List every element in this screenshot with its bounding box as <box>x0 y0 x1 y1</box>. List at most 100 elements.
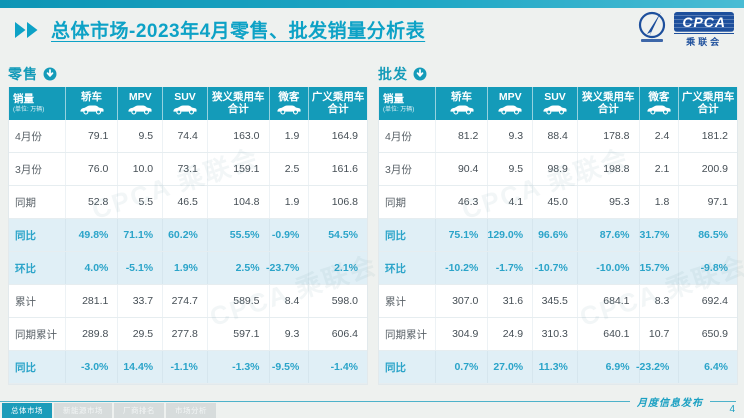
column-header-label: SUV <box>174 90 196 103</box>
cell: 106.8 <box>331 196 358 208</box>
table-row: 同期累计 289.8 29.5 277.8 597.1 9.3 606.4 <box>9 318 367 351</box>
table-header-row: 销量 (单位: 万辆) 轿车 MPV SUV 狭义乘用车 合计 微客 广义乘用车 合计 <box>379 87 737 120</box>
cell: 640.1 <box>578 318 640 350</box>
column-header: 狭义乘用车 合计 <box>578 87 640 120</box>
column-header-label2: 合计 <box>697 102 719 115</box>
column-header-label: 微客 <box>278 90 300 103</box>
cell: 8.3 <box>640 285 680 317</box>
cell: 55.5% <box>208 219 270 251</box>
column-header-label2: 合计 <box>327 102 349 115</box>
row-label: 同期累计 <box>379 318 436 350</box>
column-header-label: 广义乘用车 <box>681 90 735 103</box>
column-header: 销量 (单位: 万辆) <box>9 87 66 120</box>
table-row: 同期 46.3 4.1 45.0 95.3 1.8 97.1 <box>379 186 737 219</box>
row-label: 累计 <box>379 285 436 317</box>
cell: 49.8% <box>66 219 119 251</box>
cell: -9.8% <box>700 262 728 274</box>
cell: -23.7% <box>266 252 310 284</box>
cell: -1.7% <box>488 252 534 284</box>
column-header-label: 轿车 <box>81 90 103 103</box>
cell: 597.1 <box>208 318 270 350</box>
cell: -1.3% <box>208 351 270 383</box>
row-label: 累计 <box>9 285 66 317</box>
retail-table: 销量 (单位: 万辆) 轿车 MPV SUV 狭义乘用车 合计 微客 广义乘用车 合计 4月份 79.… <box>8 87 381 385</box>
cell: 98.9 <box>533 153 578 185</box>
column-header: 广义乘用车 合计 <box>679 87 737 120</box>
cell: 9.3 <box>270 318 310 350</box>
footer-rule: 月度信息发布 <box>0 394 736 409</box>
title-row: 总体市场-2023年4月零售、批发销量分析表 <box>14 16 425 43</box>
table-row: 同比 -3.0% 14.4% -1.1% -1.3% -9.5% -1.4% <box>9 351 367 384</box>
suv-icon <box>172 103 198 115</box>
tab-4[interactable]: 市场分析 <box>166 403 216 418</box>
column-header: SUV <box>163 87 208 120</box>
footer-note: 月度信息发布 <box>637 398 703 409</box>
table-row: 同比 49.8% 71.1% 60.2% 55.5% -0.9% 54.5% <box>9 219 367 252</box>
tab-2[interactable]: 新能源市场 <box>54 403 112 418</box>
row-label: 3月份 <box>379 153 436 185</box>
cell: 15.7% <box>640 252 680 284</box>
cell: 304.9 <box>436 318 489 350</box>
cell: 31.6 <box>488 285 534 317</box>
row-label: 同比 <box>379 219 436 251</box>
cell: 8.4 <box>270 285 310 317</box>
cell: 88.4 <box>533 120 578 152</box>
cell: -23.2% <box>636 351 680 383</box>
cell: -3.0% <box>66 351 119 383</box>
column-header-label: 狭义乘用车 <box>581 90 635 103</box>
retail-label: 零售 <box>8 66 38 82</box>
cell: 5.5 <box>118 186 164 218</box>
cell: -10.0% <box>578 252 640 284</box>
van-icon <box>276 103 302 115</box>
mpv-icon <box>127 103 153 115</box>
cell: 277.8 <box>163 318 208 350</box>
cell: 6.9% <box>578 351 640 383</box>
cell: 4.1 <box>488 186 534 218</box>
down-arrow-circle-icon <box>43 67 57 81</box>
tab-1[interactable]: 总体市场 <box>2 403 52 418</box>
row-label: 同比 <box>9 219 66 251</box>
cell: 307.0 <box>436 285 489 317</box>
cell: -9.5% <box>270 351 310 383</box>
bottom-tabs: 总体市场 新能源市场 厂商排名 市场分析 <box>2 403 216 418</box>
cell: 87.6% <box>578 219 640 251</box>
row-label: 4月份 <box>379 120 436 152</box>
wholesale-section: 批发 销量 (单位: 万辆) 轿车 MPV SUV 狭义乘用车 合计 微客 广义乘用车 合计 4月份 8… <box>378 62 744 385</box>
cell: -10.7% <box>533 252 578 284</box>
cell: -1.4% <box>330 361 358 373</box>
cell: 9.5 <box>488 153 534 185</box>
table-row: 同比 0.7% 27.0% 11.3% 6.9% -23.2% 6.4% <box>379 351 737 384</box>
cell: 81.2 <box>436 120 489 152</box>
cell: 60.2% <box>163 219 208 251</box>
cell: 164.9 <box>331 130 358 142</box>
cell: -10.2% <box>436 252 489 284</box>
cell: -5.1% <box>118 252 164 284</box>
column-header-label: 轿车 <box>451 90 473 103</box>
column-header: 轿车 <box>436 87 489 120</box>
tab-3[interactable]: 厂商排名 <box>114 403 164 418</box>
retail-section: 零售 销量 (单位: 万辆) 轿车 MPV SUV 狭义乘用车 合计 微客 广义乘用车 合计 4月份 7… <box>8 62 381 385</box>
page-title: 总体市场-2023年4月零售、批发销量分析表 <box>51 21 426 42</box>
column-header-label: 销量 <box>383 93 404 106</box>
wholesale-label: 批发 <box>378 66 408 82</box>
cell: 345.5 <box>533 285 578 317</box>
cell: 74.4 <box>163 120 208 152</box>
column-header: MPV <box>118 87 164 120</box>
cell: 2.5 <box>270 153 310 185</box>
retail-section-header: 零售 <box>8 62 368 86</box>
column-header-label: MPV <box>128 90 152 103</box>
footer-line-left <box>0 401 630 402</box>
cell: 90.4 <box>436 153 489 185</box>
cell: 45.0 <box>533 186 578 218</box>
wholesale-section-header: 批发 <box>378 62 738 86</box>
unit-note: (单位: 万辆) <box>383 105 415 113</box>
column-header: 轿车 <box>66 87 119 120</box>
table-row: 3月份 90.4 9.5 98.9 198.8 2.1 200.9 <box>379 153 737 186</box>
logo-cn: 乘联会 <box>674 32 734 48</box>
cell: 200.9 <box>701 163 728 175</box>
table-row: 4月份 79.1 9.5 74.4 163.0 1.9 164.9 <box>9 120 367 153</box>
row-label: 同比 <box>379 351 436 383</box>
cell: 52.8 <box>66 186 119 218</box>
cell: 281.1 <box>66 285 119 317</box>
cell: 606.4 <box>331 328 358 340</box>
